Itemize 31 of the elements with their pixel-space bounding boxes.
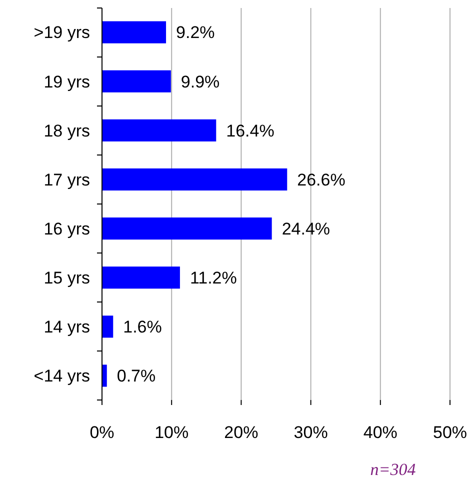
bar <box>102 217 272 240</box>
x-tick-label: 20% <box>224 423 258 442</box>
bar <box>102 21 166 44</box>
y-tick-label: 19 yrs <box>44 72 90 92</box>
bar <box>102 266 180 289</box>
y-tick-label: 16 yrs <box>44 219 90 238</box>
bar <box>102 316 114 338</box>
data-label: 9.2% <box>176 23 215 42</box>
bar <box>102 70 171 92</box>
y-tick-label: 15 yrs <box>44 268 90 288</box>
x-tick-label: 30% <box>294 423 328 442</box>
bar <box>102 119 216 142</box>
x-tick-label: 0% <box>90 423 114 442</box>
data-label: 24.4% <box>282 219 330 238</box>
x-tick-label: 50% <box>432 423 468 442</box>
data-label: 0.7% <box>116 366 156 386</box>
bar <box>102 364 107 387</box>
data-label: 9.9% <box>180 72 220 92</box>
text: n=304 <box>370 460 416 479</box>
data-label: 11.2% <box>190 268 237 288</box>
y-tick-label: >19 yrs <box>34 23 90 42</box>
y-tick-label: 18 yrs <box>44 121 90 140</box>
data-label: 16.4% <box>226 121 274 140</box>
y-tick-label: 17 yrs <box>44 170 90 190</box>
bar <box>102 168 288 191</box>
data-label: 1.6% <box>123 318 162 337</box>
y-tick-label: 14 yrs <box>44 318 90 337</box>
y-tick-label: <14 yrs <box>34 366 90 386</box>
x-tick-label: 10% <box>154 423 189 442</box>
x-tick-label: 40% <box>363 423 398 442</box>
data-label: 26.6% <box>297 170 346 190</box>
